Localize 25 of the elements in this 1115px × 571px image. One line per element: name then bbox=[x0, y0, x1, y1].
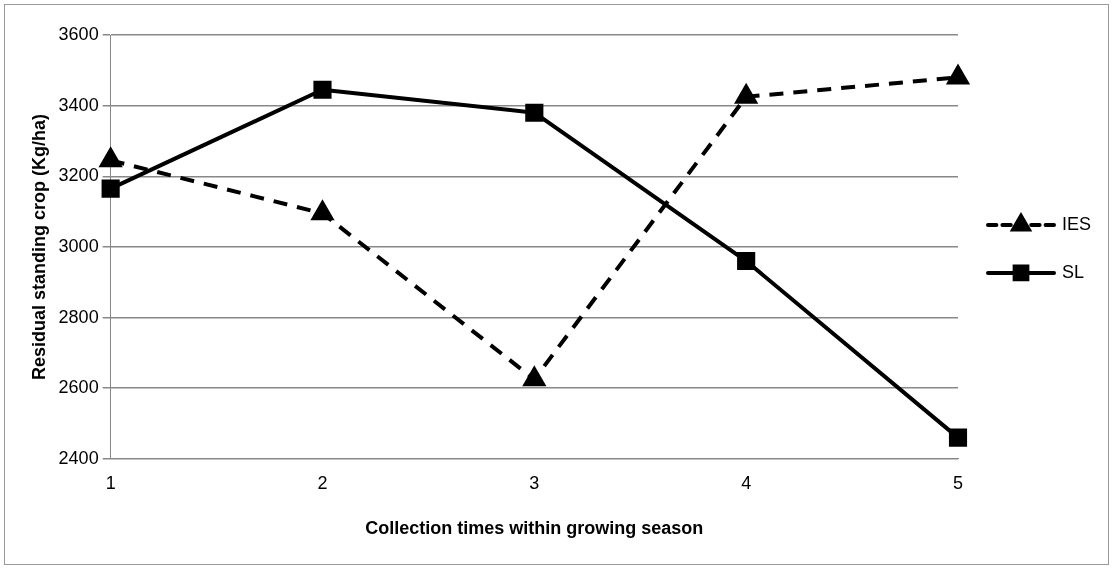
point bbox=[101, 179, 120, 198]
x-tick-label: 4 bbox=[741, 472, 752, 493]
x-tick-label: 3 bbox=[529, 472, 540, 493]
y-tick-label: 2800 bbox=[58, 306, 99, 327]
point bbox=[948, 428, 968, 447]
point bbox=[523, 367, 545, 387]
y-tick-label: 3200 bbox=[58, 165, 99, 186]
point bbox=[525, 103, 544, 122]
x-axis-title: Collection times within growing season bbox=[365, 518, 704, 539]
legend-label: IES bbox=[1062, 213, 1092, 234]
x-tick-label: 2 bbox=[317, 472, 328, 493]
point bbox=[947, 65, 969, 85]
point bbox=[99, 148, 122, 168]
y-tick-label: 2400 bbox=[58, 447, 99, 468]
point bbox=[737, 251, 756, 271]
point bbox=[313, 80, 332, 99]
x-tick-label: 1 bbox=[105, 472, 116, 493]
x-tick-label: 5 bbox=[952, 472, 964, 493]
y-tick-label: 3400 bbox=[58, 94, 99, 115]
y-tick-label: 2600 bbox=[58, 377, 99, 398]
point bbox=[311, 201, 334, 221]
legend-label: SL bbox=[1062, 261, 1085, 282]
y-axis-title: Residual standing crop (Kg/ha) bbox=[28, 113, 49, 380]
y-tick-label: 3600 bbox=[58, 23, 99, 44]
y-tick-label: 3000 bbox=[58, 235, 99, 256]
